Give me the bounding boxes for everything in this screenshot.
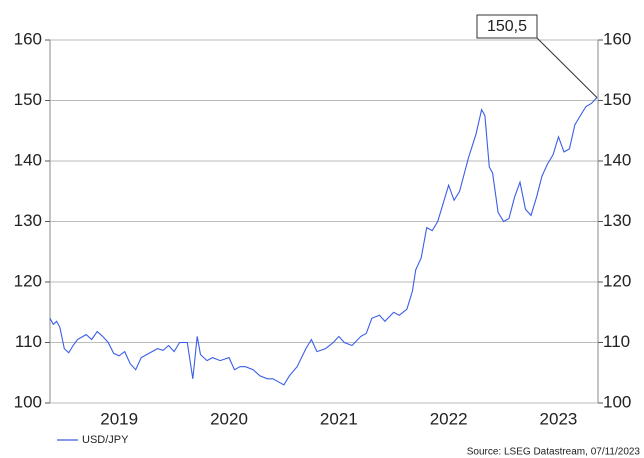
x-tick-label: 2021: [320, 409, 358, 428]
y-tick-label: 110: [15, 332, 42, 351]
y2-tick-label: 120: [603, 271, 631, 290]
annotation-box: [476, 14, 538, 39]
y-tick-label: 140: [14, 150, 42, 169]
y2-tick-label: 130: [603, 211, 631, 230]
annotation-leader: [536, 37, 598, 98]
y-tick-label: 130: [14, 211, 42, 230]
annotation: 150,5: [487, 18, 527, 35]
legend-label: USD/JPY: [82, 434, 129, 446]
y-tick-label: 120: [14, 271, 42, 290]
x-tick-label: 2020: [210, 409, 248, 428]
y2-tick-label: 160: [603, 29, 631, 48]
series-line: [49, 97, 598, 386]
y2-tick-label: 110: [603, 332, 630, 351]
y2-tick-label: 140: [603, 150, 631, 169]
source: Source: LSEG Datastream, 07/11/2023: [467, 447, 641, 458]
y2-tick-label: 150: [603, 90, 631, 109]
y2-tick-label: 100: [603, 392, 631, 411]
x-tick-label: 2023: [540, 409, 578, 428]
x-tick-label: 2019: [100, 409, 138, 428]
y-tick-label: 150: [14, 90, 42, 109]
y-tick-label: 100: [14, 392, 42, 411]
x-tick-label: 2022: [430, 409, 468, 428]
y-tick-label: 160: [14, 29, 42, 48]
